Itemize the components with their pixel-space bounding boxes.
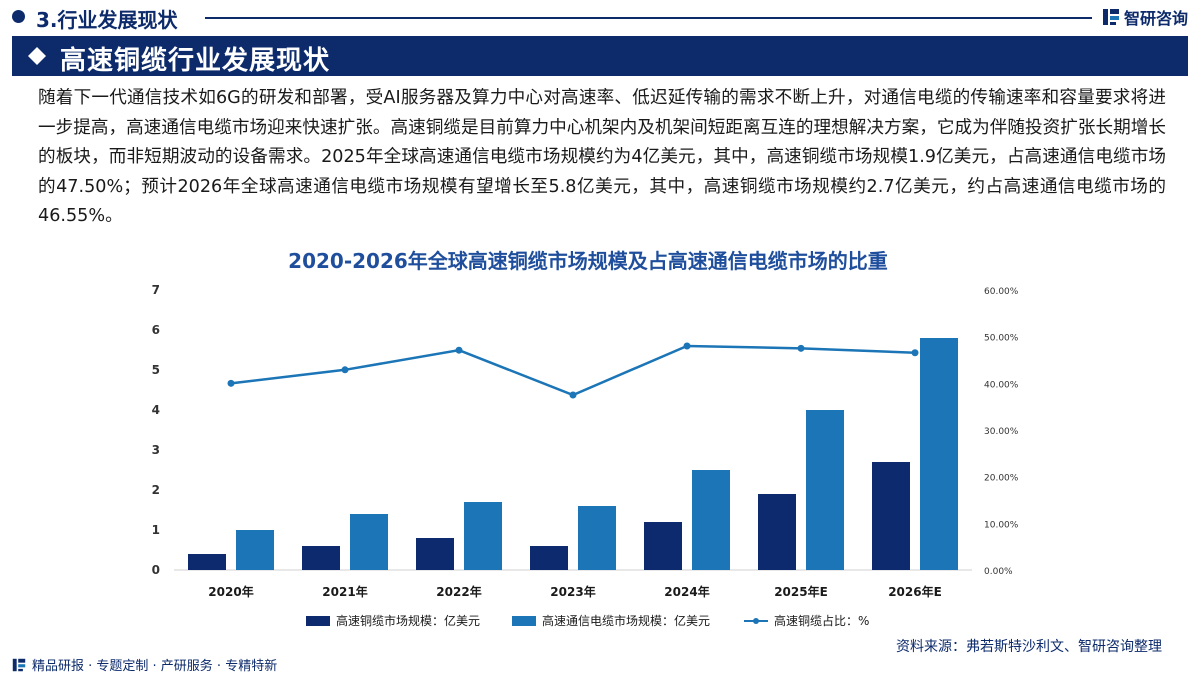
- x-tick-label: 2025年E: [774, 584, 828, 599]
- bar-comm-cable: [236, 530, 274, 570]
- x-tick-label: 2024年: [664, 584, 709, 599]
- divider: [205, 17, 1092, 19]
- x-tick-label: 2023年: [550, 584, 595, 599]
- brand-name: 智研咨询: [1123, 9, 1188, 28]
- bar-comm-cable: [920, 338, 958, 570]
- y-left-tick-label: 2: [152, 483, 160, 497]
- bar-comm-cable: [692, 470, 730, 570]
- y-left-tick-label: 4: [152, 403, 160, 417]
- bar-copper-cable: [644, 522, 682, 570]
- bar-comm-cable: [806, 410, 844, 570]
- combo-chart: 0 1 2 3 4 5 6 7 0.00% 10.00% 20.00% 30.00% 40.00% 50.…: [152, 283, 1019, 599]
- legend-label-share: 高速铜缆占比：%: [774, 614, 870, 628]
- y-right-tick-label: 30.00%: [984, 427, 1019, 437]
- legend-swatch-cable: [512, 615, 536, 626]
- footer-tagline: 精品研报 · 专题定制 · 产研服务 · 专精特新: [32, 659, 278, 674]
- footer: 精品研报 · 专题定制 · 产研服务 · 专精特新: [12, 655, 277, 674]
- legend-item-cable: 高速通信电缆市场规模：亿美元: [512, 612, 710, 629]
- legend-label-copper: 高速铜缆市场规模：亿美元: [336, 614, 481, 628]
- y-right-tick-label: 40.00%: [984, 380, 1019, 390]
- bar-copper-cable: [188, 554, 226, 570]
- bar-copper-cable: [416, 538, 454, 570]
- legend-item-share: 高速铜缆占比：%: [744, 612, 869, 629]
- y-right-tick-label: 20.00%: [984, 474, 1019, 484]
- bar-copper-cable: [530, 546, 568, 570]
- top-bar: 3.行业发展现状 智研咨询: [0, 0, 1200, 34]
- share-point: [683, 342, 691, 350]
- share-point: [455, 346, 463, 354]
- diamond-icon: [28, 47, 46, 65]
- legend-swatch-copper: [306, 615, 330, 626]
- y-left-tick-label: 1: [152, 523, 160, 537]
- legend-line-icon: [744, 616, 768, 626]
- brand-logo-icon: [1102, 9, 1119, 25]
- intro-paragraph: 随着下一代通信技术如6G的研发和部署，受AI服务器及算力中心对高速率、低迟延传输…: [38, 88, 1166, 226]
- chart-legend: 高速铜缆市场规模：亿美元 高速通信电缆市场规模：亿美元 高速铜缆占比：%: [0, 612, 1200, 630]
- bar-copper-cable: [758, 494, 796, 570]
- y-left-tick-label: 6: [152, 323, 160, 337]
- footer-logo-icon: [12, 658, 26, 671]
- share-point: [911, 349, 919, 357]
- bar-copper-cable: [302, 546, 340, 570]
- y-right-tick-label: 10.00%: [984, 520, 1019, 530]
- y-right-tick-label: 0.00%: [984, 567, 1013, 577]
- legend-label-cable: 高速通信电缆市场规模：亿美元: [542, 614, 711, 628]
- bar-comm-cable: [464, 502, 502, 570]
- share-line: [230, 344, 916, 397]
- bar-comm-cable: [578, 506, 616, 570]
- x-tick-label: 2022年: [436, 584, 481, 599]
- brand[interactable]: 智研咨询: [1102, 5, 1188, 29]
- title-banner: 高速铜缆行业发展现状: [12, 36, 1188, 76]
- share-point: [341, 366, 349, 374]
- chart-title: 2020-2026年全球高速铜缆市场规模及占高速通信电缆市场的比重: [288, 249, 888, 273]
- y-left-tick-label: 0: [152, 563, 160, 577]
- y-left-tick-label: 7: [152, 283, 160, 297]
- share-point: [797, 344, 805, 352]
- share-point: [227, 379, 235, 387]
- y-left-tick-label: 5: [152, 363, 160, 377]
- y-right-tick-label: 60.00%: [984, 287, 1019, 297]
- bar-copper-cable: [872, 462, 910, 570]
- x-tick-label: 2026年E: [888, 584, 942, 599]
- source-note: 资料来源：弗若斯特沙利文、智研咨询整理: [896, 639, 1162, 655]
- section-title: 3.行业发展现状: [36, 8, 178, 32]
- bar-comm-cable: [350, 514, 388, 570]
- x-tick-label: 2020年: [208, 584, 253, 599]
- share-point: [569, 391, 577, 399]
- legend-item-copper: 高速铜缆市场规模：亿美元: [306, 612, 480, 629]
- y-right-tick-label: 50.00%: [984, 334, 1019, 344]
- bullet-icon: [12, 10, 25, 23]
- x-tick-label: 2021年: [322, 584, 367, 599]
- page-title: 高速铜缆行业发展现状: [60, 46, 331, 76]
- y-left-tick-label: 3: [152, 443, 160, 457]
